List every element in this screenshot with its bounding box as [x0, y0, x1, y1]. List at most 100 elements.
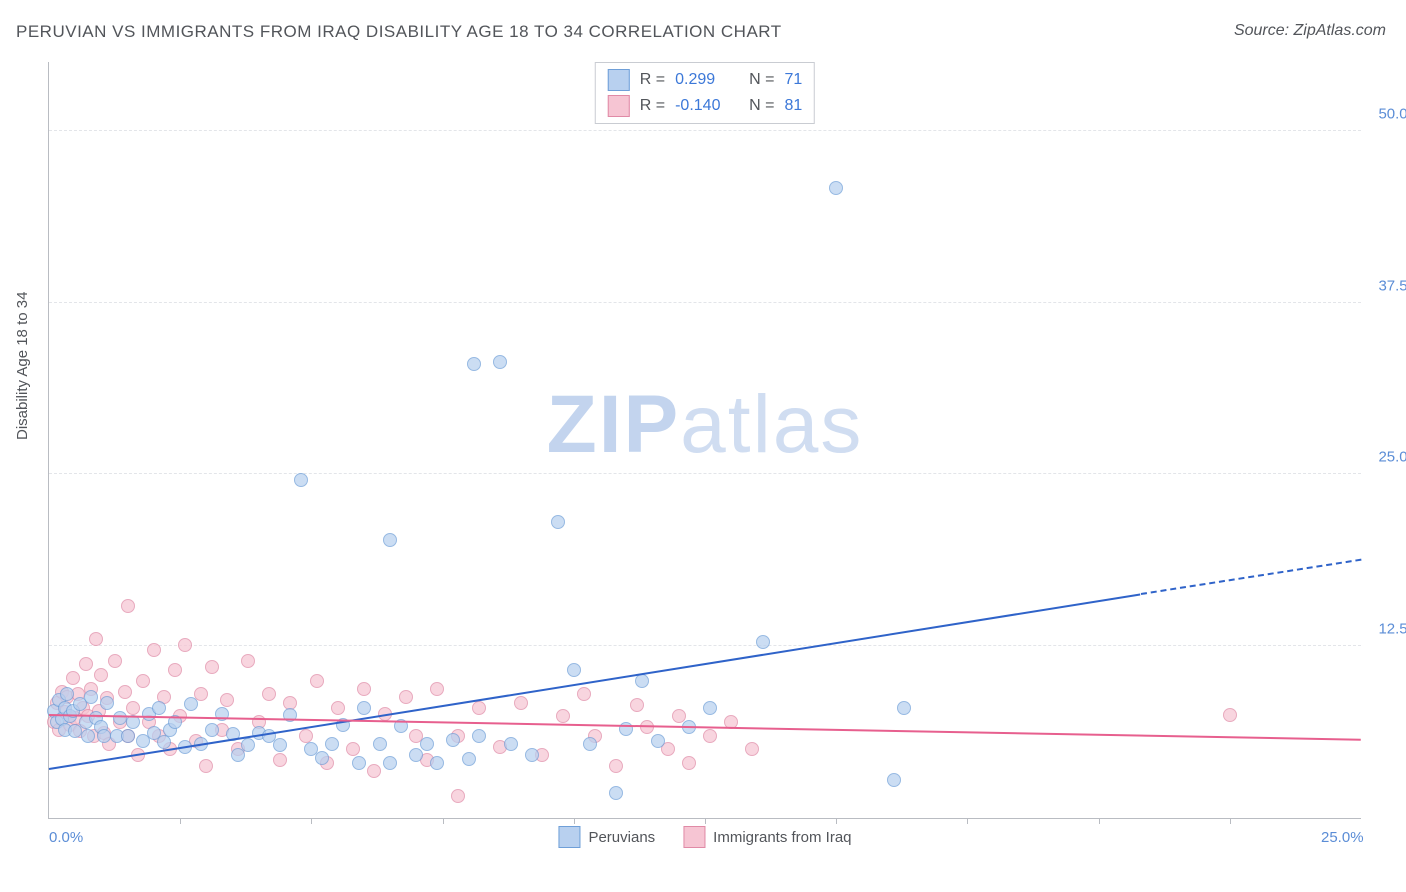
scatter-point-blue — [430, 756, 444, 770]
scatter-point-pink — [577, 687, 591, 701]
scatter-point-pink — [346, 742, 360, 756]
scatter-point-pink — [1223, 708, 1237, 722]
x-tick — [1099, 818, 1100, 824]
scatter-point-blue — [81, 729, 95, 743]
x-tick — [574, 818, 575, 824]
scatter-point-pink — [205, 660, 219, 674]
legend-item-pink: Immigrants from Iraq — [683, 826, 851, 848]
scatter-point-blue — [100, 696, 114, 710]
stats-row-blue: R = 0.299 N = 71 — [608, 67, 802, 93]
scatter-point-pink — [472, 701, 486, 715]
scatter-point-pink — [147, 643, 161, 657]
stats-legend: R = 0.299 N = 71 R = -0.140 N = 81 — [595, 62, 815, 124]
scatter-point-pink — [79, 657, 93, 671]
x-tick — [836, 818, 837, 824]
source-label: Source: ZipAtlas.com — [1234, 22, 1386, 40]
scatter-point-blue — [887, 773, 901, 787]
scatter-point-blue — [294, 473, 308, 487]
scatter-point-pink — [199, 759, 213, 773]
r-value-blue: 0.299 — [675, 71, 731, 89]
scatter-point-blue — [409, 748, 423, 762]
scatter-point-pink — [745, 742, 759, 756]
scatter-point-pink — [310, 674, 324, 688]
scatter-point-blue — [756, 635, 770, 649]
legend-item-blue: Peruvians — [558, 826, 655, 848]
scatter-point-blue — [383, 756, 397, 770]
r-value-pink: -0.140 — [675, 97, 731, 115]
scatter-point-blue — [241, 738, 255, 752]
scatter-point-blue — [525, 748, 539, 762]
watermark: ZIPatlas — [547, 378, 864, 472]
scatter-point-pink — [168, 663, 182, 677]
scatter-point-blue — [205, 723, 219, 737]
scatter-point-blue — [357, 701, 371, 715]
scatter-point-pink — [89, 632, 103, 646]
series-legend: Peruvians Immigrants from Iraq — [558, 826, 851, 848]
x-tick — [705, 818, 706, 824]
scatter-point-blue — [420, 737, 434, 751]
scatter-point-blue — [121, 729, 135, 743]
scatter-point-pink — [630, 698, 644, 712]
scatter-point-pink — [430, 682, 444, 696]
x-tick — [1230, 818, 1231, 824]
scatter-point-blue — [184, 697, 198, 711]
gridline — [49, 645, 1361, 646]
y-tick-label: 12.5% — [1378, 621, 1406, 638]
scatter-point-pink — [556, 709, 570, 723]
scatter-point-blue — [897, 701, 911, 715]
scatter-point-pink — [703, 729, 717, 743]
scatter-point-pink — [178, 638, 192, 652]
scatter-point-blue — [462, 752, 476, 766]
scatter-point-pink — [273, 753, 287, 767]
chart-title: PERUVIAN VS IMMIGRANTS FROM IRAQ DISABIL… — [16, 22, 782, 42]
scatter-point-pink — [136, 674, 150, 688]
x-tick — [180, 818, 181, 824]
scatter-point-blue — [113, 711, 127, 725]
scatter-point-blue — [352, 756, 366, 770]
swatch-blue-icon — [558, 826, 580, 848]
scatter-point-blue — [504, 737, 518, 751]
scatter-point-blue — [703, 701, 717, 715]
legend-label-blue: Peruvians — [588, 829, 655, 846]
legend-label-pink: Immigrants from Iraq — [713, 829, 851, 846]
scatter-point-pink — [118, 685, 132, 699]
scatter-point-blue — [373, 737, 387, 751]
x-tick-label: 0.0% — [49, 829, 83, 846]
scatter-point-blue — [325, 737, 339, 751]
n-value-blue: 71 — [784, 71, 802, 89]
scatter-point-blue — [446, 733, 460, 747]
scatter-point-blue — [467, 357, 481, 371]
scatter-point-pink — [241, 654, 255, 668]
scatter-point-blue — [60, 687, 74, 701]
scatter-point-blue — [619, 722, 633, 736]
scatter-point-pink — [94, 668, 108, 682]
scatter-point-pink — [357, 682, 371, 696]
scatter-point-pink — [451, 789, 465, 803]
scatter-point-blue — [583, 737, 597, 751]
scatter-point-pink — [682, 756, 696, 770]
gridline — [49, 302, 1361, 303]
y-axis-title: Disability Age 18 to 34 — [14, 292, 31, 440]
scatter-point-pink — [108, 654, 122, 668]
scatter-point-pink — [220, 693, 234, 707]
y-tick-label: 25.0% — [1378, 449, 1406, 466]
scatter-point-pink — [399, 690, 413, 704]
x-tick-label: 25.0% — [1321, 829, 1364, 846]
scatter-point-pink — [126, 701, 140, 715]
scatter-point-pink — [262, 687, 276, 701]
scatter-point-blue — [551, 515, 565, 529]
scatter-point-blue — [493, 355, 507, 369]
stats-row-pink: R = -0.140 N = 81 — [608, 93, 802, 119]
gridline — [49, 473, 1361, 474]
scatter-point-blue — [152, 701, 166, 715]
scatter-point-pink — [121, 599, 135, 613]
swatch-pink — [608, 95, 630, 117]
scatter-point-blue — [157, 735, 171, 749]
scatter-point-pink — [331, 701, 345, 715]
scatter-point-blue — [829, 181, 843, 195]
scatter-point-pink — [514, 696, 528, 710]
scatter-point-blue — [84, 690, 98, 704]
y-tick-label: 37.5% — [1378, 277, 1406, 294]
swatch-pink-icon — [683, 826, 705, 848]
swatch-blue — [608, 69, 630, 91]
